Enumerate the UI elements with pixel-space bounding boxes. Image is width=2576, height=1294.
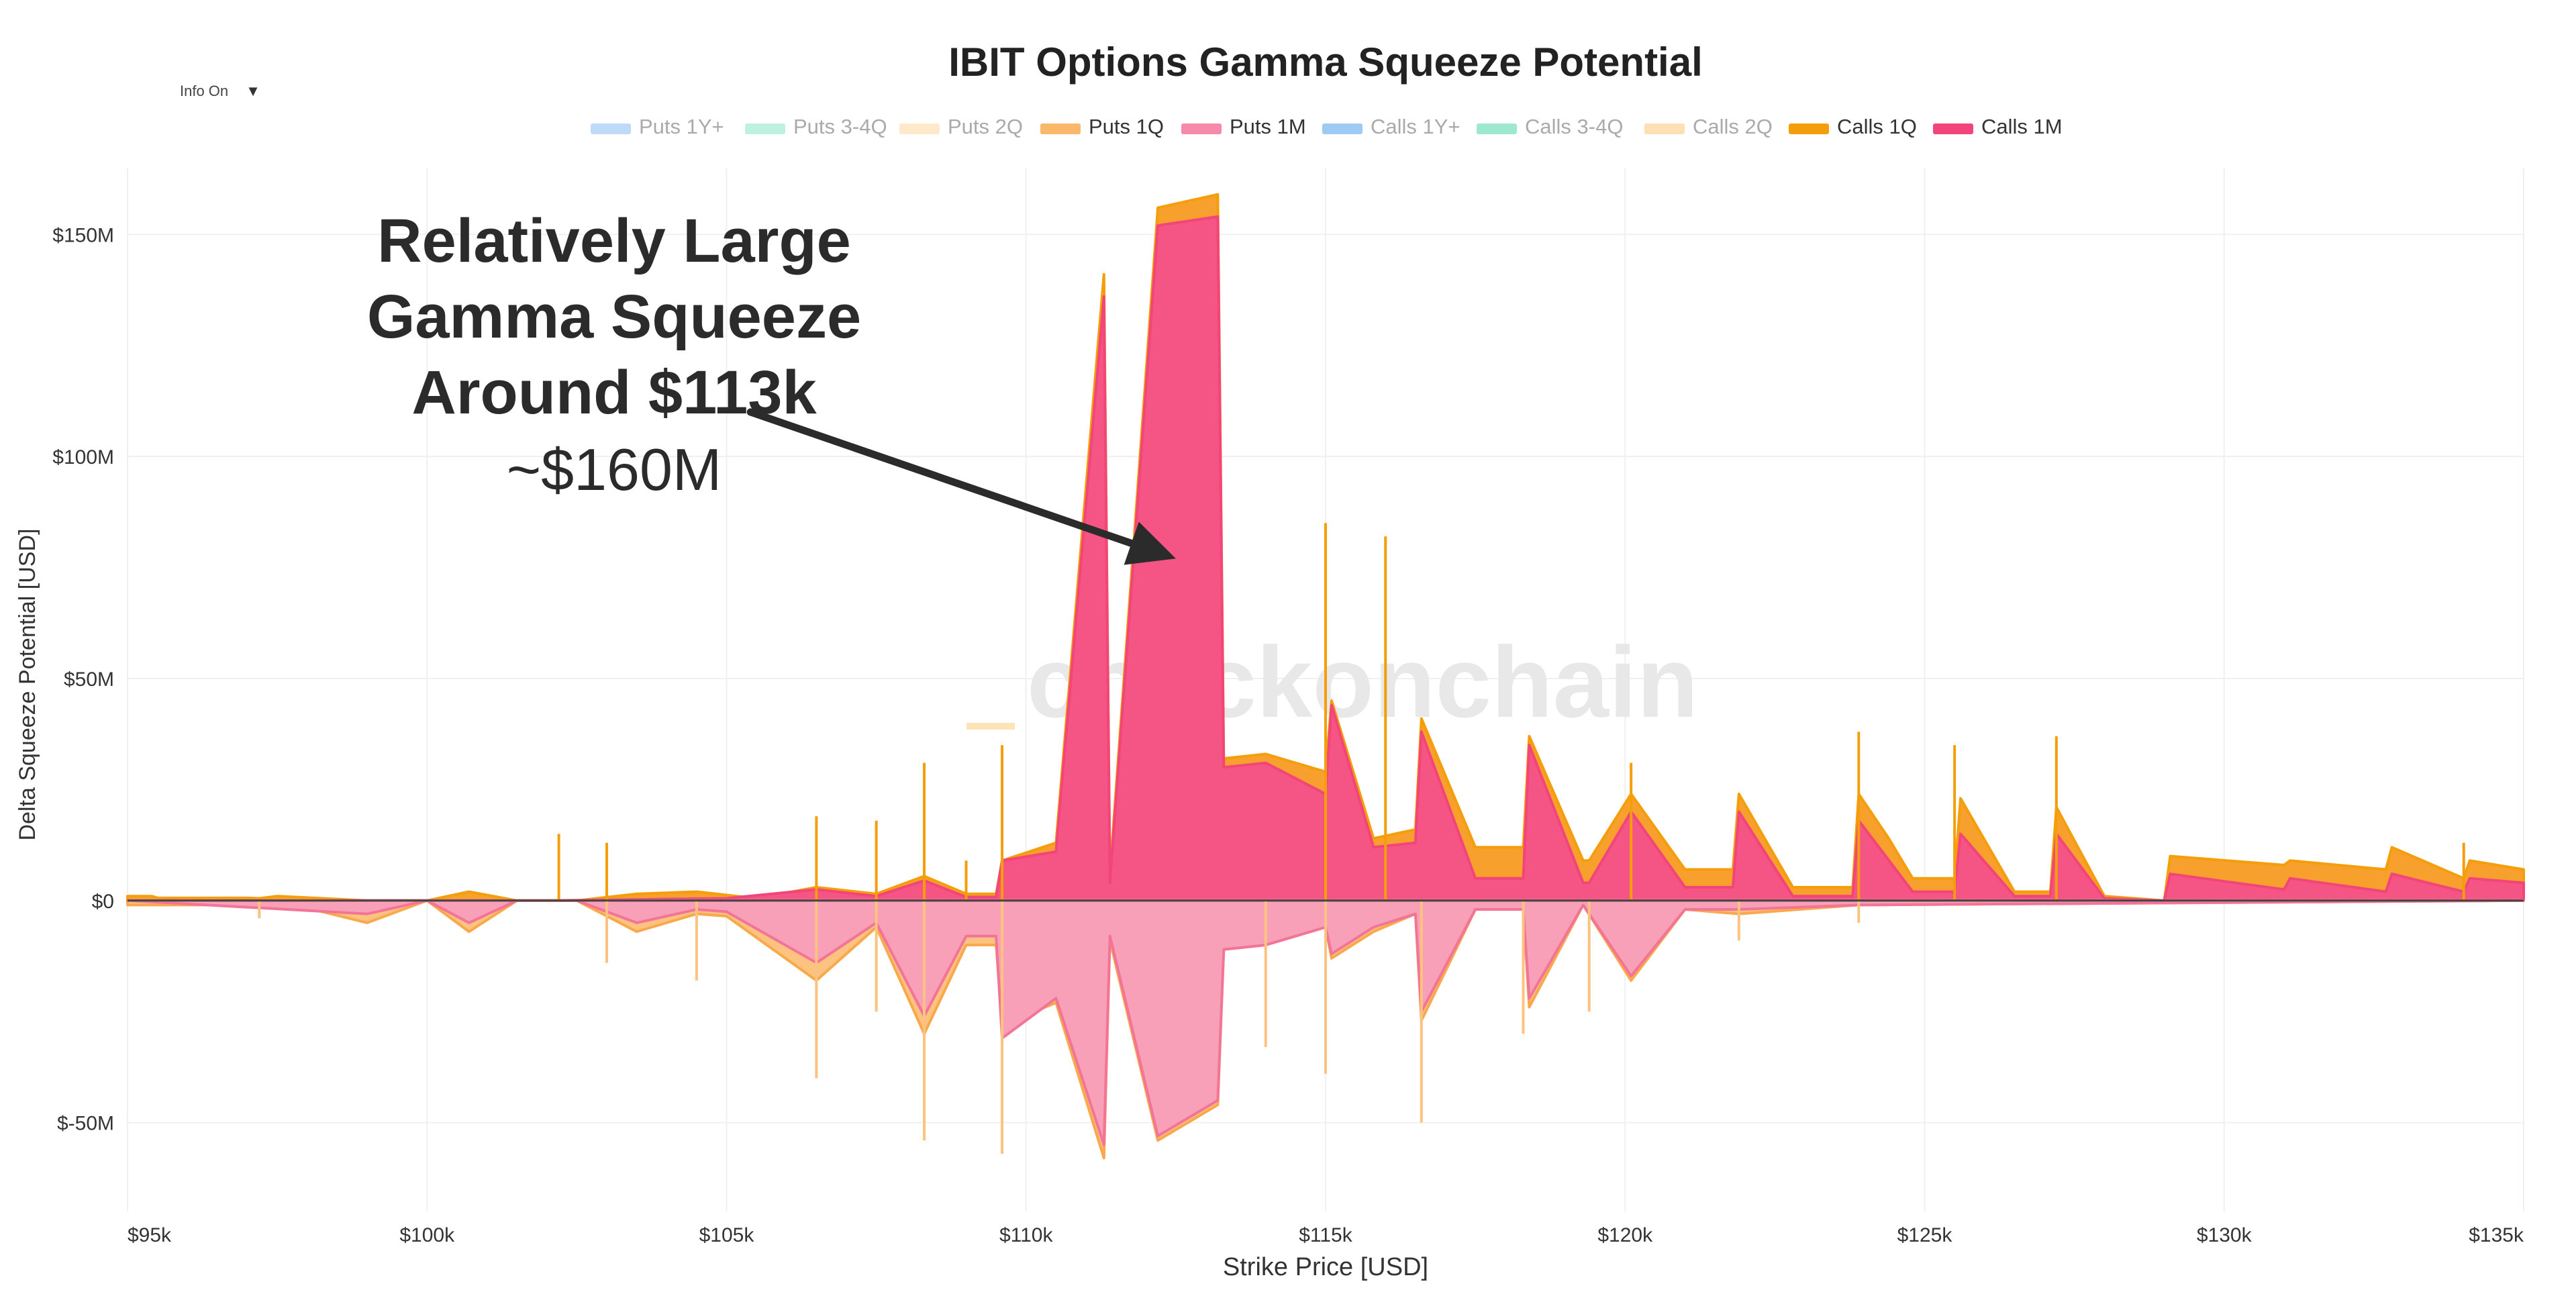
grid-layer bbox=[127, 168, 2524, 1211]
chart-title: IBIT Options Gamma Squeeze Potential bbox=[948, 40, 1703, 85]
annotation-line-1: Relatively Large bbox=[377, 207, 851, 275]
legend-item-puts-1y-[interactable]: Puts 1Y+ bbox=[591, 115, 724, 138]
legend-swatch bbox=[745, 123, 785, 134]
y-tick-label: $150M bbox=[52, 224, 114, 246]
y-tick-label: $0 bbox=[92, 891, 114, 913]
spike-layer bbox=[258, 523, 2465, 1154]
y-tick-label: $50M bbox=[64, 668, 114, 691]
legend-label: Calls 1M bbox=[1981, 115, 2063, 138]
legend-label: Puts 1M bbox=[1230, 115, 1306, 138]
legend-swatch bbox=[1933, 123, 1973, 134]
legend-item-calls-1m[interactable]: Calls 1M bbox=[1933, 115, 2063, 138]
legend-item-puts-1m[interactable]: Puts 1M bbox=[1181, 115, 1306, 138]
y-axis-label: Delta Squeeze Potential [USD] bbox=[15, 529, 40, 841]
y-tick-label: $-50M bbox=[57, 1113, 114, 1135]
legend-swatch bbox=[1477, 123, 1517, 134]
series-area-calls-1m bbox=[126, 215, 2525, 902]
annotation-arrow-head bbox=[1124, 521, 1176, 565]
x-tick-label: $100k bbox=[399, 1224, 455, 1246]
legend-swatch bbox=[899, 123, 940, 134]
y-tick-label: $100M bbox=[52, 446, 114, 468]
legend-item-calls-1q[interactable]: Calls 1Q bbox=[1789, 115, 1917, 138]
x-tick-label: $115k bbox=[1299, 1224, 1353, 1246]
legend-label: Calls 2Q bbox=[1693, 115, 1773, 138]
series-area-puts-1m bbox=[126, 899, 2525, 1146]
x-tick-label: $105k bbox=[699, 1224, 755, 1246]
legend-label: Puts 3-4Q bbox=[793, 115, 887, 138]
legend-item-calls-2q[interactable]: Calls 2Q bbox=[1644, 115, 1773, 138]
x-tick-label: $135k bbox=[2469, 1224, 2524, 1246]
x-tick-label: $95k bbox=[128, 1224, 172, 1246]
legend-label: Calls 1Q bbox=[1837, 115, 1917, 138]
watermark-dash bbox=[967, 723, 1015, 730]
info-toggle-dropdown[interactable]: Info On ▼ bbox=[168, 74, 282, 109]
legend-swatch bbox=[1789, 123, 1829, 134]
legend-item-puts-3-4q[interactable]: Puts 3-4Q bbox=[745, 115, 887, 138]
annotation-line-2: Gamma Squeeze bbox=[367, 283, 861, 351]
legend-label: Puts 1Q bbox=[1089, 115, 1164, 138]
info-toggle-label: Info On bbox=[180, 83, 229, 99]
legend-item-calls-3-4q[interactable]: Calls 3-4Q bbox=[1477, 115, 1623, 138]
legend-swatch bbox=[1644, 123, 1685, 134]
x-tick-label: $110k bbox=[999, 1224, 1054, 1246]
legend-swatch bbox=[1040, 123, 1081, 134]
annotation-arrow bbox=[746, 408, 1136, 547]
legend-label: Puts 2Q bbox=[948, 115, 1023, 138]
x-tick-label: $130k bbox=[2197, 1224, 2252, 1246]
legend: Puts 1Y+ Puts 3-4Q Puts 2Q Puts 1Q Puts 1M Ca… bbox=[591, 115, 2063, 138]
x-tick-label: $125k bbox=[1897, 1224, 1953, 1246]
legend-swatch bbox=[1181, 123, 1222, 134]
x-tick-label: $120k bbox=[1597, 1224, 1653, 1246]
annotation-value: ~$160M bbox=[507, 436, 722, 503]
series-area-puts-1q bbox=[126, 899, 2525, 1160]
legend-item-calls-1y-[interactable]: Calls 1Y+ bbox=[1322, 115, 1460, 138]
legend-item-puts-2q[interactable]: Puts 2Q bbox=[899, 115, 1023, 138]
legend-item-puts-1q[interactable]: Puts 1Q bbox=[1040, 115, 1164, 138]
caret-down-icon: ▼ bbox=[246, 83, 260, 99]
legend-swatch bbox=[591, 123, 631, 134]
legend-swatch bbox=[1322, 123, 1363, 134]
axis-layer: $-50M $0 $50M $100M $150M $95k $100k $105k $110k… bbox=[52, 224, 2524, 1246]
legend-label: Calls 1Y+ bbox=[1371, 115, 1460, 138]
annotation: Relatively Large Gamma Squeeze Around $1… bbox=[367, 207, 1176, 565]
x-axis-label: Strike Price [USD] bbox=[1223, 1253, 1428, 1281]
legend-label: Puts 1Y+ bbox=[639, 115, 724, 138]
legend-label: Calls 3-4Q bbox=[1525, 115, 1623, 138]
